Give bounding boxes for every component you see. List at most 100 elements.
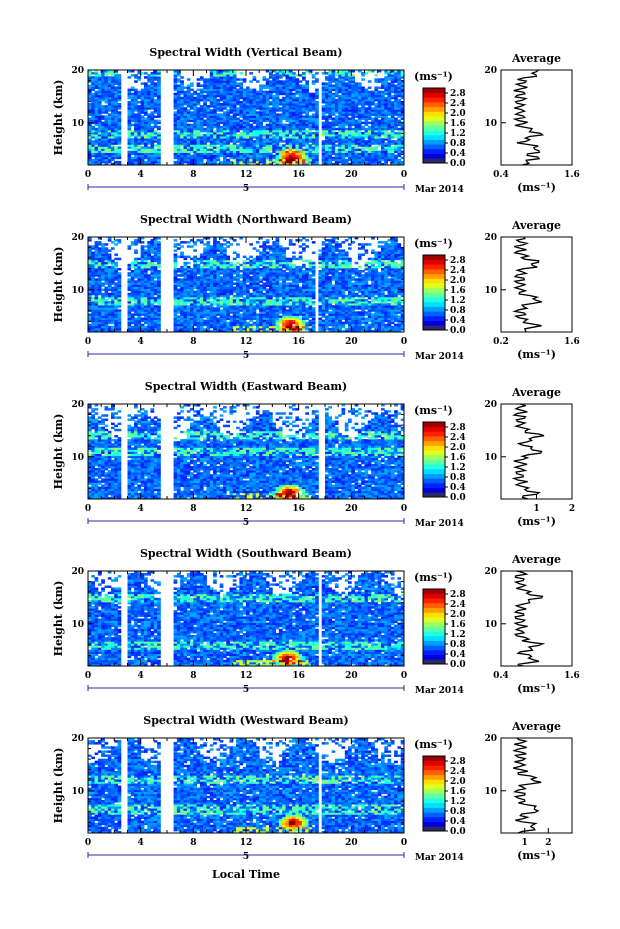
heatmap-cell <box>223 90 227 94</box>
heatmap-cell <box>351 158 355 162</box>
heatmap-cell <box>209 152 214 156</box>
heatmap-cell <box>157 296 161 300</box>
heatmap-cell <box>242 119 247 123</box>
heatmap-cell <box>183 282 188 285</box>
heatmap-cell <box>328 96 332 100</box>
heatmap-cell <box>117 323 122 327</box>
heatmap-cell <box>288 72 293 75</box>
heatmap-cell <box>97 274 102 277</box>
heatmap-cell <box>157 88 161 92</box>
heatmap-cell <box>196 272 201 275</box>
heatmap-cell <box>153 82 158 85</box>
heatmap-cell <box>311 140 316 143</box>
heatmap-cell <box>219 132 224 135</box>
heatmap-cell <box>255 80 260 83</box>
heatmap-cell <box>292 121 296 125</box>
heatmap-cell <box>176 96 181 100</box>
heatmap-cell <box>285 132 290 135</box>
heatmap-cell <box>387 84 392 87</box>
heatmap-cell <box>282 117 286 120</box>
heatmap-cell <box>94 296 99 300</box>
heatmap-cell <box>229 162 234 166</box>
heatmap-cell <box>354 113 359 116</box>
heatmap-cell <box>275 156 280 160</box>
heatmap-cell <box>127 319 132 323</box>
heatmap-cell <box>246 144 250 147</box>
heatmap-cell <box>361 72 365 75</box>
heatmap-cell <box>117 125 122 129</box>
heatmap-cell <box>157 286 161 290</box>
heatmap-cell <box>144 105 148 108</box>
heatmap-cell <box>193 299 197 302</box>
heatmap-cell <box>209 160 214 164</box>
heatmap-cell <box>186 92 191 96</box>
heatmap-cell <box>325 156 329 160</box>
heatmap-cell <box>331 138 336 141</box>
heatmap-cell <box>137 101 142 104</box>
heatmap-cell <box>180 160 184 164</box>
heatmap-cell <box>213 111 217 114</box>
heatmap-cell <box>278 123 283 127</box>
heatmap-cell <box>196 140 201 143</box>
heatmap-cell <box>114 305 118 308</box>
heatmap-cell <box>282 146 286 149</box>
heatmap-cell <box>144 251 148 254</box>
heatmap-cell <box>387 113 392 116</box>
heatmap-cell <box>236 140 240 143</box>
heatmap-cell <box>288 138 293 141</box>
heatmap-cell <box>137 274 142 277</box>
heatmap-cell <box>173 327 178 331</box>
heatmap-cell <box>140 237 145 240</box>
heatmap-cell <box>196 325 201 329</box>
heatmap-cell <box>117 317 122 320</box>
heatmap-cell <box>104 150 109 153</box>
heatmap-cell <box>298 121 303 125</box>
heatmap-cell <box>357 117 362 120</box>
heatmap-cell <box>140 296 145 300</box>
heatmap-cell <box>199 152 204 156</box>
heatmap-cell <box>259 109 263 112</box>
heatmap-cell <box>153 241 158 244</box>
heatmap-cell <box>255 144 260 147</box>
heatmap-cell <box>147 148 151 151</box>
heatmap-cell <box>275 76 280 79</box>
heatmap-cell <box>91 268 95 271</box>
heatmap-cell <box>298 160 303 164</box>
heatmap-cell <box>334 92 339 96</box>
heatmap-cell <box>259 140 263 143</box>
heatmap-cell <box>94 98 99 102</box>
heatmap-cell <box>114 162 118 166</box>
y-axis-label: Height (km) <box>52 80 65 156</box>
heatmap-cell <box>186 296 191 300</box>
heatmap-cell <box>97 162 102 166</box>
heatmap-cell <box>203 251 207 254</box>
heatmap-cell <box>298 96 303 100</box>
heatmap-cell <box>134 132 138 135</box>
heatmap-cell <box>127 311 132 314</box>
heatmap-cell <box>196 121 201 125</box>
heatmap-cell <box>104 132 109 135</box>
heatmap-cell <box>311 150 316 153</box>
heatmap-cell <box>144 268 148 271</box>
heatmap-cell <box>101 274 105 277</box>
heatmap-cell <box>295 119 300 123</box>
heatmap-cell <box>203 105 207 108</box>
heatmap-cell <box>130 313 135 316</box>
heatmap-cell <box>147 123 151 127</box>
heatmap-cell <box>302 129 306 133</box>
heatmap-cell <box>196 296 201 300</box>
heatmap-cell <box>282 113 286 116</box>
heatmap-cell <box>249 152 253 156</box>
heatmap-cell <box>114 92 118 96</box>
heatmap-cell <box>357 140 362 143</box>
heatmap-cell <box>361 132 365 135</box>
heatmap-cell <box>275 154 280 158</box>
heatmap-cell <box>130 288 135 292</box>
heatmap-cell <box>94 154 99 158</box>
heatmap-cell <box>249 90 253 94</box>
heatmap-cell <box>249 132 253 135</box>
heatmap-cell <box>361 101 365 104</box>
heatmap-cell <box>199 282 204 285</box>
heatmap-cell <box>104 263 109 267</box>
heatmap-cell <box>295 158 300 162</box>
